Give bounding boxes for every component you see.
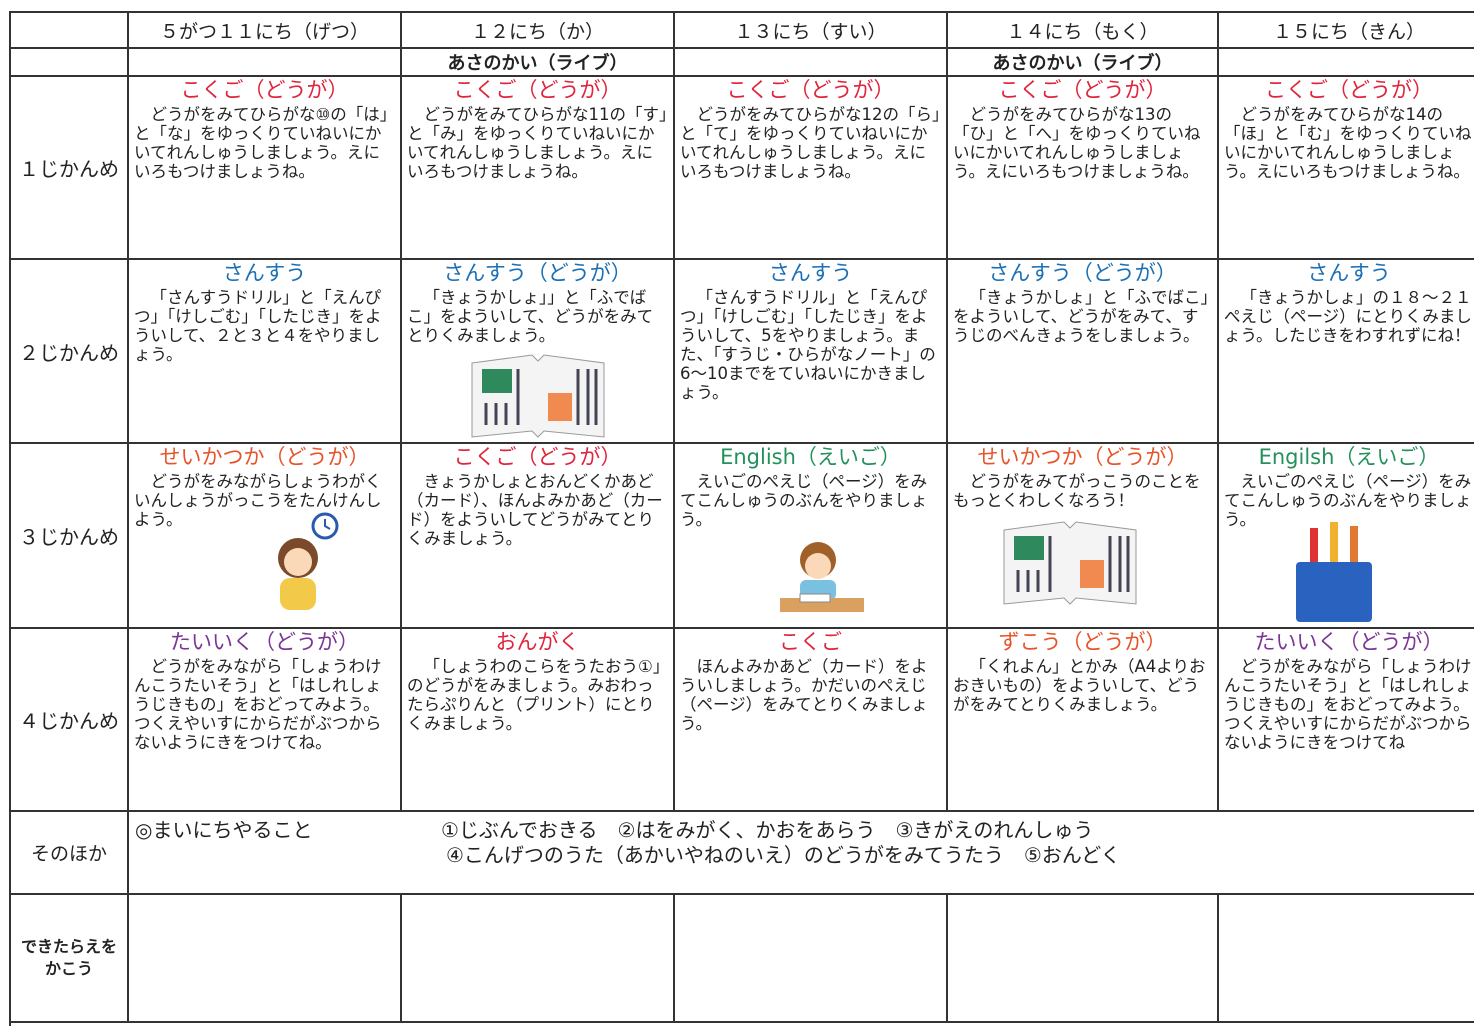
subject: さんすう [1307,261,1391,285]
corner-cell [11,13,129,49]
lesson-text: どうがをみてがっこうのことをもっとくわしくなろう！ [953,472,1201,510]
subject: さんすう（どうが） [443,261,632,285]
drawing-cell [129,895,402,1023]
lesson-cell: さんすう（どうが） 「きょうかしょ」と「ふでばこ」をよういして、どうがをみて、すう… [948,260,1219,444]
lesson-text: ほんよみかあど（カード）をよういしましょう。かだいのぺえじ（ページ）をみてとりく… [680,657,928,733]
lesson-cell: こくご（どうが） どうがをみてひらがな11の「す」と「み」をゆっくりていねいにかい… [402,77,675,260]
schedule-table: ５がつ１１にち（げつ） １２にち（か） あさのかい（ライブ） １３にち（すい） １４にち… [9,11,1474,1026]
lesson-cell: こくご（どうが） どうがをみてひらがな12の「ら」と「て」をゆっくりていねいにかい… [675,77,948,260]
subject: こくご（どうが） [998,78,1167,102]
drawing-cell [1219,895,1474,1023]
lesson-text: どうがをみてひらがな12の「ら」と「て」をゆっくりていねいにかいてれんしゅうしま… [680,105,941,181]
drawing-cell [402,895,675,1023]
subject: たいいく（どうが） [170,630,359,654]
day-header: １３にち（すい） [675,13,948,49]
day-header: １５にち（きん） [1219,13,1474,49]
lesson-cell: さんすう「きょうかしょ」の１８～２１ぺえじ（ページ）にとりくみましょう。したじき… [1219,260,1474,444]
lesson-text: えいごのぺえじ（ページ）をみてこんしゅうのぶんをやりましょう。 [680,472,928,529]
subject: こくご（どうが） [180,78,349,102]
lesson-cell: Engilsh（えいご） えいごのぺえじ（ページ）をみてこんしゅうのぶんをやりまし… [1219,444,1474,629]
other-heading: ◎まいにちやること [135,818,313,842]
lesson-cell: おんがく「しょうわのこらをうたおう①」のどうがをみましょう。みおわったらぷりんと… [402,629,675,812]
drawing-label-text: できたらえを かこう [21,936,117,980]
subject: たいいく（どうが） [1254,630,1444,654]
event-cell [675,49,948,77]
lesson-text: えいごのぺえじ（ページ）をみてこんしゅうのぶんをやりましょう。 [1224,472,1472,529]
lesson-text: どうがをみてひらがな11の「す」と「み」をゆっくりていねいにかいてれんしゅうしま… [407,105,668,181]
subject: English（えいご） [720,445,901,469]
drawing-label-line: かこう [44,959,93,978]
period-label: １じかんめ [11,77,129,260]
subject: ずこう（どうが） [998,630,1167,654]
lesson-text: 「くれよん」とかみ（A4よりおおきいもの）をよういして、どうがをみてとりくみまし… [953,657,1206,714]
subject: さんすう [222,261,307,285]
other-label: そのほか [11,812,129,895]
subject: さんすう [768,261,853,285]
subject: こくご（どうが） [726,78,895,102]
event-cell: あさのかい（ライブ） [402,49,675,77]
lesson-cell: ずこう（どうが） 「くれよん」とかみ（A4よりおおきいもの）をよういして、どうがを… [948,629,1219,812]
lesson-cell: せいかつか（どうが） どうがをみながらしょうわがくいんしょうがっこうをたんけんしよ… [129,444,402,629]
period-label: ２じかんめ [11,260,129,444]
drawing-cell [948,895,1219,1023]
lesson-text: きょうかしょとおんどくかあど（カード）、ほんよみかあど（カード）をよういしてどう… [407,472,663,548]
lesson-cell: たいいく（どうが） どうがをみながら「しょうわけんこうたいそう」と「はしれしょうじ… [129,629,402,812]
subject: せいかつか（どうが） [159,445,370,469]
lesson-cell: こくご（どうが） きょうかしょとおんどくかあど（カード）、ほんよみかあど（カード）… [402,444,675,629]
other-cell: ◎まいにちやること ①じぶんでおきる ②はをみがく、かおをあらう ③きがえのれんし… [129,812,1474,895]
subject: こくご [779,630,842,654]
subject: Engilsh（えいご） [1258,445,1440,469]
lesson-text: どうがをみてひらがな13の「ひ」と「へ」をゆっくりていねいにかいてれんしゅうしま… [953,105,1201,181]
event-cell [129,49,402,77]
lesson-text: 「きょうかしょ」」と「ふでばこ」をよういして、どうがをみてとりくみましょう。 [407,288,654,345]
lesson-cell: さんすう「さんすうドリル」と「えんぴつ」「けしごむ」「したじき」をよういして、5… [675,260,948,444]
lesson-text: 「しょうわのこらをうたおう①」のどうがをみましょう。みおわったらぷりんと（プリン… [407,657,662,733]
drawing-cell [675,895,948,1023]
lesson-cell: さんすう「さんすうドリル」と「えんぴつ」「けしごむ」「したじき」をよういして、２… [129,260,402,444]
lesson-cell: こくごほんよみかあど（カード）をよういしましょう。かだいのぺえじ（ページ）をみて… [675,629,948,812]
event-cell [1219,49,1474,77]
drawing-label-line: できたらえを [20,937,117,956]
subject: こくご（どうが） [453,445,622,469]
subject: こくご（どうが） [453,78,622,102]
lesson-text: 「きょうかしょ」と「ふでばこ」をよういして、どうがをみて、すうじのべんきょうをし… [953,288,1209,345]
lesson-text: 「さんすうドリル」と「えんぴつ」「けしごむ」「したじき」をよういして、5をやりま… [680,288,936,402]
subject: おんがく [495,630,580,654]
drawing-label: できたらえを かこう [11,895,129,1023]
event-cell: あさのかい（ライブ） [948,49,1219,77]
subject: さんすう（どうが） [988,261,1177,285]
lesson-cell: せいかつか（どうが） どうがをみてがっこうのことをもっとくわしくなろう！ [948,444,1219,629]
day-header: １４にち（もく） [948,13,1219,49]
lesson-cell: さんすう（どうが） 「きょうかしょ」」と「ふでばこ」をよういして、どうがをみてとり… [402,260,675,444]
lesson-cell: たいいく（どうが） どうがをみながら「しょうわけんこうたいそう」と「はしれしょうじ… [1219,629,1474,812]
corner-cell [11,49,129,77]
other-item: ④こんげつのうた（あかいやねのいえ）のどうがをみてうたう ⑤おんどく [446,843,1121,867]
subject: こくご（どうが） [1265,78,1433,102]
day-header: １２にち（か） [402,13,675,49]
lesson-text: どうがをみながら「しょうわけんこうたいそう」と「はしれしょうじきもの」をおどって… [134,657,382,752]
lesson-text: どうがをみながらしょうわがくいんしょうがっこうをたんけんしよう。 [134,472,382,529]
other-item: ①じぶんでおきる ②はをみがく、かおをあらう ③きがえのれんしゅう [441,818,1094,842]
lesson-cell: こくご（どうが） どうがをみてひらがな13の「ひ」と「へ」をゆっくりていねいにかい… [948,77,1219,260]
day-header: ５がつ１１にち（げつ） [129,13,402,49]
lesson-cell: こくご（どうが） どうがをみてひらがな14の「ほ」と「む」をゆっくりていねいにかい… [1219,77,1474,260]
lesson-text: どうがをみてひらがな14の「ほ」と「む」をゆっくりていねいにかいてれんしゅうしま… [1224,105,1472,181]
period-label: ４じかんめ [11,629,129,812]
lesson-text: どうがをみながら「しょうわけんこうたいそう」と「はしれしょうじきもの」をおどって… [1224,657,1472,752]
lesson-text: どうがをみてひらがな⑩の「は」と「な」をゆっくりていねいにかいてれんしゅうしまし… [134,105,389,181]
lesson-cell: こくご（どうが） どうがをみてひらがな⑩の「は」と「な」をゆっくりていねいにかいて… [129,77,402,260]
period-label: ３じかんめ [11,444,129,629]
subject: せいかつか（どうが） [977,445,1188,469]
lesson-cell: English（えいご） えいごのぺえじ（ページ）をみてこんしゅうのぶんをやりまし… [675,444,948,629]
lesson-text: 「きょうかしょ」の１８～２１ぺえじ（ページ）にとりくみましょう。したじきをわすれ… [1224,288,1472,345]
lesson-text: 「さんすうドリル」と「えんぴつ」「けしごむ」「したじき」をよういして、２と３と４… [134,288,382,364]
